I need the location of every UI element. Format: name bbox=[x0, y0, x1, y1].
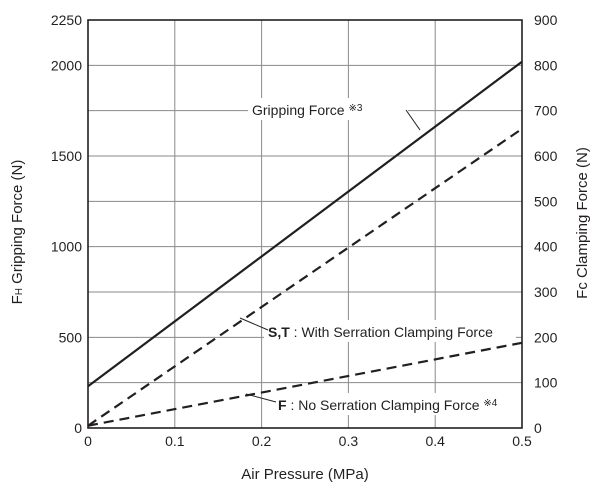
y-right-tick-label: 500 bbox=[534, 193, 558, 209]
x-tick-label: 0 bbox=[84, 433, 92, 449]
x-tick-label: 0.1 bbox=[165, 433, 185, 449]
y-right-tick-label: 600 bbox=[534, 148, 558, 164]
annotation-f-bold: F bbox=[278, 397, 287, 413]
y-left-tick-label: 500 bbox=[59, 329, 83, 345]
annotation-gripping-text: Gripping Force bbox=[252, 102, 348, 118]
y-left-tick-label: 2000 bbox=[51, 57, 82, 73]
x-tick-label: 0.5 bbox=[512, 433, 532, 449]
y-right-tick-label: 200 bbox=[534, 329, 558, 345]
y-right-tick-labels: 0 100 200 300 400 500 600 700 800 900 bbox=[534, 12, 558, 436]
svg-text:S,T : With Serration Clamping: S,T : With Serration Clamping Force bbox=[268, 324, 493, 340]
y-right-axis-title: Fc Clamping Force (N) bbox=[574, 147, 591, 299]
y-right-axis-text: Clamping Force (N) bbox=[574, 147, 591, 282]
y-right-tick-label: 300 bbox=[534, 284, 558, 300]
annotation-f-text: : No Serration Clamping Force bbox=[287, 397, 484, 413]
y-left-axis-sub: H bbox=[14, 288, 25, 295]
x-axis-title: Air Pressure (MPa) bbox=[241, 466, 369, 483]
annotation-gripping-note: ※3 bbox=[348, 103, 362, 114]
y-left-tick-label: 1500 bbox=[51, 148, 82, 164]
x-tick-label: 0.2 bbox=[252, 433, 272, 449]
y-left-tick-label: 0 bbox=[74, 420, 82, 436]
svg-text:Gripping Force ※3: Gripping Force ※3 bbox=[252, 102, 363, 118]
series-line-2 bbox=[87, 127, 523, 427]
annotation-no-serration: F : No Serration Clamping Force ※4 bbox=[245, 393, 520, 415]
x-tick-label: 0.4 bbox=[425, 433, 445, 449]
series-line-1 bbox=[87, 60, 523, 388]
annotation-serration: S,T : With Serration Clamping Force bbox=[239, 317, 516, 342]
y-right-tick-label: 700 bbox=[534, 103, 558, 119]
svg-text:F : No Serration Clamping Forc: F : No Serration Clamping Force ※4 bbox=[278, 397, 498, 413]
y-right-tick-label: 400 bbox=[534, 239, 558, 255]
y-left-tick-labels: 0 500 1000 1500 2000 2250 bbox=[51, 12, 82, 436]
annotation-f-leader bbox=[245, 393, 277, 403]
y-right-axis-prefix: Fc bbox=[574, 282, 591, 299]
y-left-axis-prefix: F bbox=[9, 295, 26, 304]
series-group bbox=[87, 60, 523, 427]
y-right-tick-label: 0 bbox=[534, 420, 542, 436]
plot-frame bbox=[87, 19, 523, 429]
y-right-tick-label: 900 bbox=[534, 12, 558, 28]
annotation-st-bold: S,T bbox=[268, 324, 290, 340]
annotation-gripping-force: Gripping Force ※3 bbox=[248, 98, 421, 131]
annotation-gripping-leader bbox=[405, 109, 421, 131]
x-tick-labels: 0 0.1 0.2 0.3 0.4 0.5 bbox=[84, 433, 532, 449]
annotation-st-text: : With Serration Clamping Force bbox=[290, 324, 493, 340]
y-left-tick-label: 2250 bbox=[51, 12, 82, 28]
y-left-axis-title: FH Gripping Force (N) bbox=[9, 160, 26, 305]
y-right-tick-label: 100 bbox=[534, 375, 558, 391]
annotation-f-note: ※4 bbox=[483, 398, 497, 409]
annotation-st-leader bbox=[239, 317, 269, 331]
y-right-tick-label: 800 bbox=[534, 57, 558, 73]
y-left-axis-text: Gripping Force (N) bbox=[9, 160, 26, 288]
series-line-3 bbox=[87, 341, 523, 427]
x-tick-label: 0.3 bbox=[339, 433, 359, 449]
y-left-tick-label: 1000 bbox=[51, 239, 82, 255]
